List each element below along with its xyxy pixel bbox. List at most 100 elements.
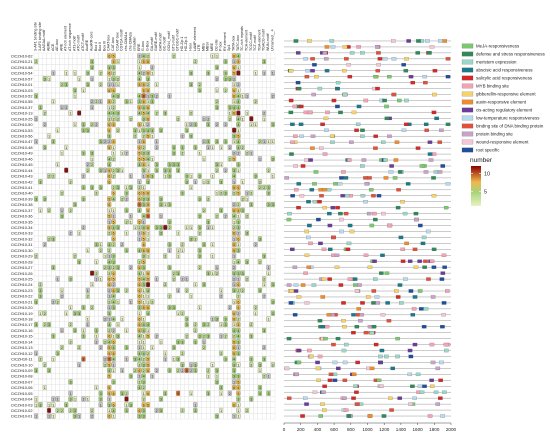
heatmap-cell bbox=[171, 207, 177, 214]
heatmap-cell bbox=[128, 92, 134, 99]
heatmap-cell bbox=[64, 207, 69, 214]
count-label: 4 bbox=[108, 66, 110, 70]
heatmap-cell bbox=[68, 373, 73, 380]
heatmap-cell bbox=[119, 184, 125, 191]
heatmap-cell bbox=[257, 327, 263, 334]
count-label: 1 bbox=[113, 215, 115, 219]
heatmap-cell bbox=[64, 110, 69, 117]
heatmap-cell bbox=[214, 58, 220, 65]
heatmap-cell bbox=[201, 64, 207, 71]
heatmap-cell bbox=[188, 98, 194, 105]
heatmap-cell bbox=[33, 275, 39, 282]
column-label: Unnamed__4 bbox=[270, 29, 274, 51]
heatmap-cell bbox=[102, 207, 108, 214]
heatmap-cell bbox=[223, 304, 228, 311]
heatmap-cell bbox=[94, 52, 99, 59]
count-label: 6 bbox=[108, 54, 110, 58]
heatmap-cell bbox=[46, 361, 52, 368]
heatmap-cell bbox=[119, 247, 125, 254]
heatmap-cell bbox=[81, 167, 86, 174]
count-label: 3 bbox=[83, 152, 85, 156]
count-label: 11 bbox=[90, 272, 94, 276]
count-label: 3 bbox=[74, 312, 76, 316]
count-label: 1 bbox=[246, 112, 248, 116]
heatmap-cell bbox=[81, 247, 86, 254]
count-label: 1 bbox=[52, 358, 54, 362]
heatmap-cell bbox=[162, 275, 168, 282]
heatmap-cell bbox=[128, 304, 134, 311]
count-label: 5 bbox=[143, 306, 145, 310]
count-label: 1 bbox=[117, 323, 119, 327]
heatmap-cell bbox=[257, 373, 263, 380]
heatmap-cell bbox=[180, 87, 185, 94]
count-label: 3 bbox=[126, 346, 128, 350]
heatmap-cell bbox=[171, 327, 177, 334]
count-label: 3 bbox=[169, 306, 171, 310]
count-label: 1 bbox=[100, 243, 102, 247]
heatmap-cell bbox=[180, 315, 185, 322]
heatmap-cell bbox=[94, 144, 99, 151]
heatmap-cell bbox=[231, 121, 237, 128]
heatmap-cell bbox=[214, 304, 220, 311]
count-label: 2 bbox=[44, 112, 46, 116]
heatmap-cell bbox=[193, 344, 198, 351]
heatmap-cell bbox=[51, 207, 56, 214]
count-label: 3 bbox=[173, 306, 175, 310]
heatmap-cell bbox=[214, 241, 220, 248]
heatmap-cell bbox=[223, 207, 228, 214]
heatmap-cell bbox=[270, 338, 276, 345]
heatmap-cell bbox=[201, 190, 207, 197]
heatmap-cell bbox=[132, 230, 138, 237]
heatmap-cell bbox=[76, 127, 82, 134]
heatmap-cell bbox=[184, 213, 190, 219]
count-label: 10 bbox=[64, 169, 68, 173]
count-label: 1 bbox=[78, 363, 80, 367]
count-label: 2 bbox=[70, 340, 72, 344]
heatmap-cell bbox=[124, 201, 129, 208]
heatmap-cell bbox=[223, 92, 228, 99]
heatmap-cell bbox=[55, 58, 60, 65]
heatmap-cell bbox=[124, 293, 129, 300]
heatmap-cell bbox=[210, 110, 215, 117]
heatmap-cell bbox=[227, 355, 233, 362]
heatmap-cell bbox=[201, 167, 207, 174]
heatmap-cell bbox=[46, 190, 52, 197]
heatmap-cell bbox=[249, 293, 254, 300]
count-label: 1 bbox=[164, 358, 166, 362]
heatmap-cell bbox=[81, 287, 86, 294]
heatmap-cell bbox=[68, 298, 73, 305]
count-label: 6 bbox=[147, 175, 149, 179]
heatmap-cell bbox=[124, 224, 129, 231]
count-label: 2 bbox=[130, 266, 132, 270]
heatmap-cell bbox=[227, 190, 233, 197]
count-box bbox=[223, 76, 228, 82]
heatmap-cell bbox=[162, 344, 168, 351]
heatmap-cell bbox=[72, 287, 78, 294]
heatmap-cell bbox=[132, 327, 138, 334]
heatmap-cell bbox=[201, 92, 207, 99]
heatmap-cell bbox=[266, 178, 271, 185]
heatmap-cell bbox=[270, 115, 276, 122]
heatmap-cell bbox=[175, 155, 181, 162]
heatmap-cell bbox=[72, 355, 78, 362]
count-label: 1 bbox=[242, 180, 244, 184]
column-label: AT-rich element bbox=[64, 26, 68, 51]
heatmap-cell bbox=[201, 127, 207, 134]
heatmap-cell bbox=[197, 138, 202, 145]
heatmap-cell bbox=[193, 315, 198, 322]
count-label: 2 bbox=[173, 277, 175, 281]
count-label: 1 bbox=[190, 295, 192, 299]
heatmap-cell bbox=[210, 64, 215, 71]
count-box bbox=[111, 70, 116, 76]
heatmap-cell bbox=[270, 321, 276, 328]
heatmap-cell bbox=[38, 155, 43, 162]
count-label: 1 bbox=[190, 175, 192, 179]
count-box bbox=[141, 70, 146, 76]
heatmap-cell bbox=[128, 281, 134, 288]
count-label: 2 bbox=[182, 152, 184, 156]
heatmap-cell bbox=[257, 150, 263, 157]
heatmap-cell bbox=[55, 253, 60, 259]
count-label: 4 bbox=[143, 215, 145, 219]
count-label: 6 bbox=[138, 369, 140, 373]
count-label: 3 bbox=[169, 266, 171, 270]
